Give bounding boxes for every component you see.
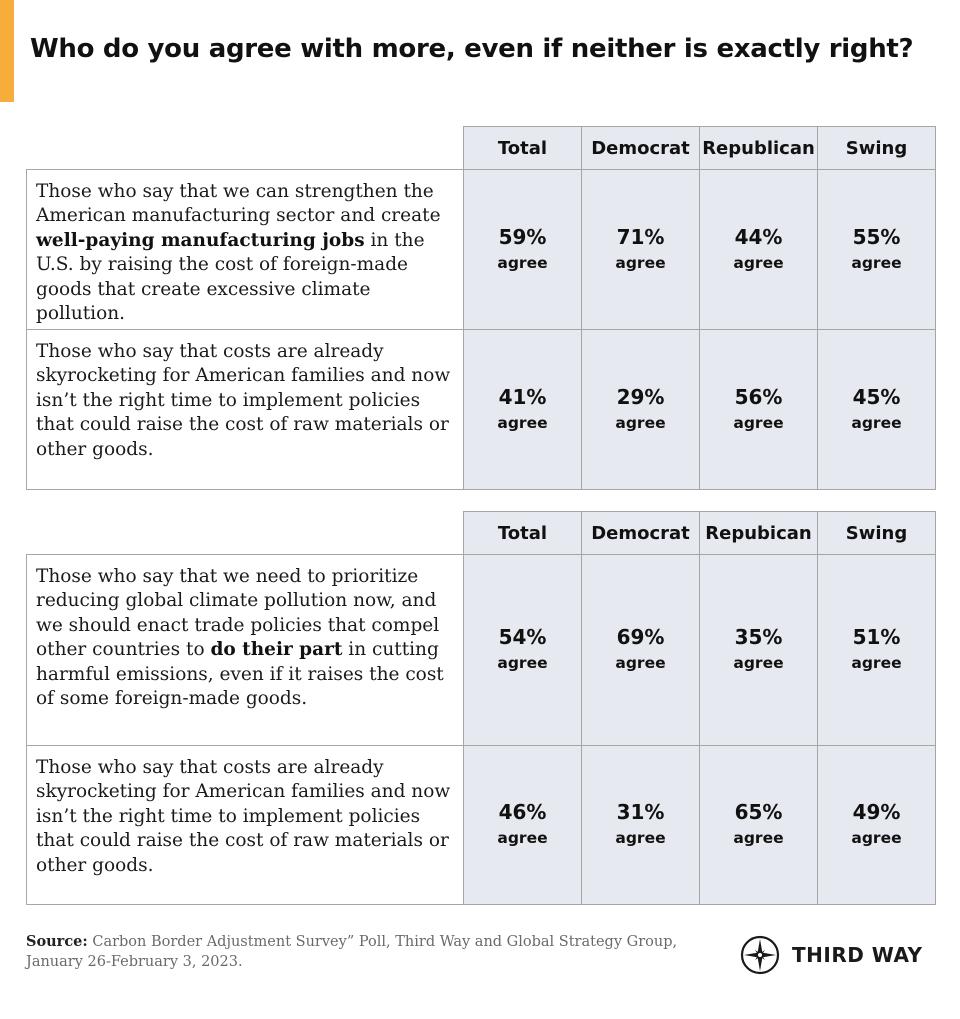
column-header-total: Total (463, 511, 582, 555)
statement-text: Those who say that we can strengthen the… (36, 181, 441, 227)
accent-bar (0, 0, 14, 102)
percent-value: 65% (734, 800, 783, 824)
percent-value: 41% (498, 384, 547, 409)
percent-value: 35% (734, 625, 783, 649)
page-title: Who do you agree with more, even if neit… (30, 34, 914, 64)
value-cell-swing: 55% agree (817, 169, 936, 330)
agree-label: agree (851, 413, 902, 432)
percent-value: 55% (852, 224, 901, 249)
statement-text: Those who say that we need to prioritize… (36, 566, 440, 661)
source-text: Carbon Border Adjustment Survey” Poll, T… (26, 934, 678, 970)
column-header-democrat: Democrat (581, 511, 700, 555)
statement-cell: Those who say that we need to prioritize… (26, 554, 464, 746)
column-header-swing: Swing (817, 126, 936, 170)
poll-table-2: Total Democrat Repubican Swing Those who… (26, 511, 936, 905)
agree-label: agree (497, 253, 548, 272)
value-cell-swing: 45% agree (817, 329, 936, 490)
value-cell-democrat: 31% agree (581, 745, 700, 905)
table-row: Those who say that we need to prioritize… (26, 554, 936, 746)
percent-value: 46% (498, 800, 547, 824)
percent-value: 54% (498, 625, 547, 649)
table-header-row: Total Democrat Republican Swing (26, 126, 936, 170)
agree-label: agree (733, 413, 784, 432)
percent-value: 44% (734, 224, 783, 249)
value-cell-republican: 44% agree (699, 169, 818, 330)
percent-value: 59% (498, 224, 547, 249)
column-header-democrat: Democrat (581, 126, 700, 170)
agree-label: agree (497, 829, 548, 847)
percent-value: 69% (616, 625, 665, 649)
value-cell-democrat: 71% agree (581, 169, 700, 330)
source-label: Source: (26, 933, 88, 950)
value-cell-total: 46% agree (463, 745, 582, 905)
table-header-row: Total Democrat Repubican Swing (26, 511, 936, 555)
statement-emphasis: well-paying manufacturing jobs (36, 229, 365, 251)
value-cell-swing: 51% agree (817, 554, 936, 746)
statement-text: Those who say that costs are already sky… (36, 341, 451, 460)
agree-label: agree (615, 253, 666, 272)
table-row: Those who say that costs are already sky… (26, 745, 936, 905)
column-header-swing: Swing (817, 511, 936, 555)
value-cell-democrat: 69% agree (581, 554, 700, 746)
statement-cell: Those who say that costs are already sky… (26, 745, 464, 905)
percent-value: 71% (616, 224, 665, 249)
poll-table-1: Total Democrat Republican Swing Those wh… (26, 126, 936, 490)
percent-value: 56% (734, 384, 783, 409)
agree-label: agree (733, 829, 784, 847)
compass-star-icon (740, 935, 780, 975)
percent-value: 29% (616, 384, 665, 409)
agree-label: agree (851, 253, 902, 272)
percent-value: 49% (852, 800, 901, 824)
percent-value: 51% (852, 625, 901, 649)
table-row: Those who say that we can strengthen the… (26, 169, 936, 330)
logo-wordmark: THIRD WAY (792, 943, 923, 967)
source-note: Source: Carbon Border Adjustment Survey”… (26, 932, 726, 972)
agree-label: agree (615, 829, 666, 847)
agree-label: agree (615, 413, 666, 432)
statement-emphasis: do their part (210, 639, 343, 661)
percent-value: 31% (616, 800, 665, 824)
statement-cell: Those who say that we can strengthen the… (26, 169, 464, 330)
agree-label: agree (851, 654, 902, 672)
agree-label: agree (497, 654, 548, 672)
statement-text: in cutting harmful emissions, even if it… (36, 639, 444, 710)
value-cell-total: 59% agree (463, 169, 582, 330)
agree-label: agree (615, 654, 666, 672)
column-header-republican: Republican (699, 126, 818, 170)
statement-text: in the U.S. by raising the cost of forei… (36, 229, 425, 325)
value-cell-swing: 49% agree (817, 745, 936, 905)
value-cell-republican: 65% agree (699, 745, 818, 905)
header-blank-cell (26, 511, 464, 555)
agree-label: agree (733, 253, 784, 272)
percent-value: 45% (852, 384, 901, 409)
value-cell-total: 41% agree (463, 329, 582, 490)
agree-label: agree (851, 829, 902, 847)
value-cell-republican: 56% agree (699, 329, 818, 490)
column-header-republican: Repubican (699, 511, 818, 555)
value-cell-total: 54% agree (463, 554, 582, 746)
table-row: Those who say that costs are already sky… (26, 329, 936, 490)
statement-text: Those who say that costs are already sky… (36, 757, 451, 876)
header-blank-cell (26, 126, 464, 170)
agree-label: agree (497, 413, 548, 432)
statement-cell: Those who say that costs are already sky… (26, 329, 464, 490)
value-cell-republican: 35% agree (699, 554, 818, 746)
column-header-total: Total (463, 126, 582, 170)
value-cell-democrat: 29% agree (581, 329, 700, 490)
agree-label: agree (733, 654, 784, 672)
third-way-logo: THIRD WAY (740, 934, 923, 976)
